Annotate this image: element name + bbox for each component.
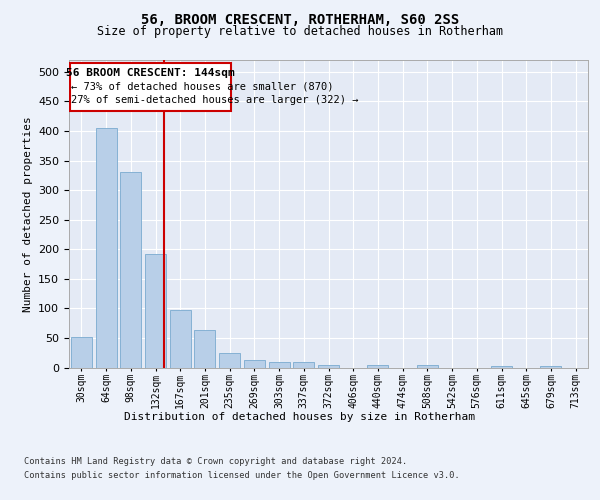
- Text: Distribution of detached houses by size in Rotherham: Distribution of detached houses by size …: [125, 412, 476, 422]
- Text: Contains public sector information licensed under the Open Government Licence v3: Contains public sector information licen…: [24, 471, 460, 480]
- FancyBboxPatch shape: [70, 63, 231, 112]
- Bar: [219, 352, 240, 368]
- Bar: [417, 365, 438, 368]
- Bar: [367, 364, 388, 368]
- Bar: [145, 254, 166, 368]
- Text: Size of property relative to detached houses in Rotherham: Size of property relative to detached ho…: [97, 25, 503, 38]
- Text: ← 73% of detached houses are smaller (870): ← 73% of detached houses are smaller (87…: [71, 82, 334, 92]
- Text: 56, BROOM CRESCENT, ROTHERHAM, S60 2SS: 56, BROOM CRESCENT, ROTHERHAM, S60 2SS: [141, 12, 459, 26]
- Bar: [194, 330, 215, 368]
- Bar: [71, 337, 92, 368]
- Bar: [293, 362, 314, 368]
- Text: 27% of semi-detached houses are larger (322) →: 27% of semi-detached houses are larger (…: [71, 96, 359, 106]
- Bar: [541, 366, 562, 368]
- Bar: [170, 310, 191, 368]
- Text: 56 BROOM CRESCENT: 144sqm: 56 BROOM CRESCENT: 144sqm: [66, 68, 235, 78]
- Bar: [491, 366, 512, 368]
- Bar: [318, 364, 339, 368]
- Bar: [269, 362, 290, 368]
- Text: Contains HM Land Registry data © Crown copyright and database right 2024.: Contains HM Land Registry data © Crown c…: [24, 458, 407, 466]
- Bar: [95, 128, 116, 368]
- Bar: [244, 360, 265, 368]
- Bar: [120, 172, 141, 368]
- Y-axis label: Number of detached properties: Number of detached properties: [23, 116, 32, 312]
